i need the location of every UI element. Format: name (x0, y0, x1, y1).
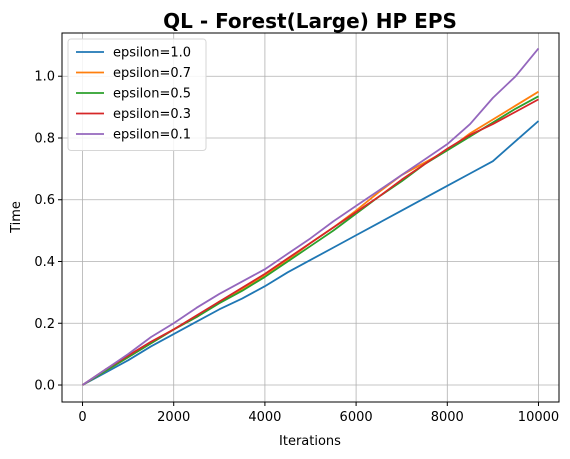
y-tick-label: 0.0 (34, 379, 55, 394)
chart-title: QL - Forest(Large) HP EPS (163, 9, 457, 33)
y-axis-label: Time (9, 201, 24, 234)
y-tick-label: 0.6 (34, 193, 55, 208)
x-tick-label: 0 (78, 410, 86, 425)
legend: epsilon=1.0 epsilon=0.7 epsilon=0.5 epsilon… (68, 39, 206, 151)
y-tick-label: 0.2 (34, 317, 55, 332)
legend-label: epsilon=1.0 (113, 46, 191, 61)
legend-label: epsilon=0.5 (113, 87, 191, 102)
legend-label: epsilon=0.1 (113, 128, 191, 143)
x-tick-label: 2000 (157, 410, 190, 425)
x-tick-label: 8000 (431, 410, 464, 425)
y-tick-label: 0.4 (34, 255, 55, 270)
y-tick-label: 1.0 (34, 70, 55, 85)
x-axis-label: Iterations (279, 434, 341, 449)
x-tick-label: 4000 (248, 410, 281, 425)
x-tick-label: 10000 (518, 410, 559, 425)
y-tick-label: 0.8 (34, 131, 55, 146)
legend-label: epsilon=0.7 (113, 66, 191, 81)
x-tick-label: 6000 (340, 410, 373, 425)
legend-label: epsilon=0.3 (113, 107, 191, 122)
